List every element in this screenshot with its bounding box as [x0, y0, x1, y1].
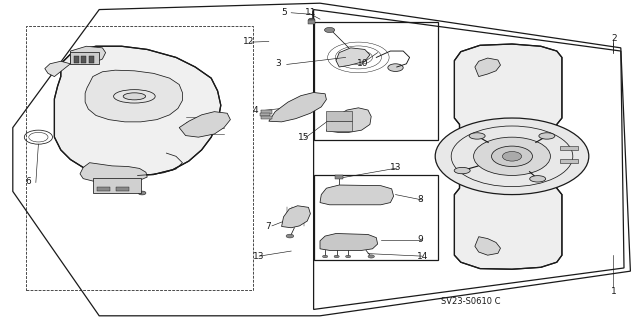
Text: 2: 2	[611, 34, 617, 43]
Bar	[89, 56, 94, 63]
Circle shape	[435, 118, 589, 195]
Bar	[70, 52, 99, 64]
Text: 14: 14	[417, 252, 429, 261]
Text: 13: 13	[253, 252, 264, 261]
Ellipse shape	[454, 167, 470, 174]
Polygon shape	[70, 46, 106, 64]
Circle shape	[502, 152, 522, 161]
Polygon shape	[475, 58, 500, 77]
Polygon shape	[320, 185, 394, 205]
Polygon shape	[320, 234, 378, 250]
Text: 8: 8	[417, 195, 423, 204]
Ellipse shape	[123, 93, 146, 100]
Bar	[560, 159, 578, 163]
Bar	[335, 175, 343, 179]
Text: 4: 4	[253, 106, 259, 115]
Circle shape	[352, 54, 365, 61]
Text: 7: 7	[266, 222, 271, 231]
Bar	[26, 26, 253, 290]
Circle shape	[474, 137, 550, 175]
Bar	[116, 187, 129, 191]
Bar	[308, 20, 315, 24]
Bar	[314, 22, 438, 140]
Text: 15: 15	[298, 133, 309, 142]
Text: 13: 13	[390, 163, 402, 172]
Text: 10: 10	[357, 59, 369, 68]
Polygon shape	[454, 44, 562, 269]
Bar	[74, 56, 79, 63]
Polygon shape	[475, 237, 500, 255]
Text: 11: 11	[305, 8, 317, 17]
Circle shape	[323, 255, 328, 258]
Ellipse shape	[530, 176, 546, 182]
Text: 6: 6	[26, 177, 31, 186]
Circle shape	[492, 146, 532, 167]
Polygon shape	[282, 206, 310, 228]
Text: 12: 12	[243, 37, 255, 46]
Polygon shape	[85, 70, 182, 122]
Polygon shape	[80, 163, 147, 182]
Ellipse shape	[469, 133, 485, 139]
Circle shape	[324, 27, 335, 33]
Circle shape	[308, 18, 315, 21]
Text: 3: 3	[275, 59, 281, 68]
Bar	[97, 187, 110, 191]
Bar	[81, 56, 86, 63]
Bar	[326, 111, 352, 121]
Circle shape	[138, 191, 146, 195]
Ellipse shape	[539, 133, 555, 139]
Bar	[326, 121, 352, 131]
Polygon shape	[269, 93, 326, 122]
Polygon shape	[54, 46, 221, 175]
Circle shape	[368, 255, 374, 258]
Polygon shape	[45, 61, 70, 77]
Text: 1: 1	[611, 287, 617, 296]
Circle shape	[286, 234, 294, 238]
Bar	[93, 178, 141, 193]
Bar	[314, 175, 438, 260]
Polygon shape	[179, 112, 230, 137]
Text: SV23-S0610 C: SV23-S0610 C	[441, 297, 500, 306]
Bar	[560, 146, 578, 150]
Bar	[260, 113, 270, 116]
Circle shape	[388, 64, 403, 71]
Text: 9: 9	[417, 235, 423, 244]
Bar	[261, 110, 271, 114]
Polygon shape	[326, 108, 371, 132]
Circle shape	[334, 255, 339, 258]
Polygon shape	[336, 48, 370, 67]
Circle shape	[346, 255, 351, 258]
Bar	[261, 116, 271, 119]
Text: 5: 5	[282, 8, 287, 17]
